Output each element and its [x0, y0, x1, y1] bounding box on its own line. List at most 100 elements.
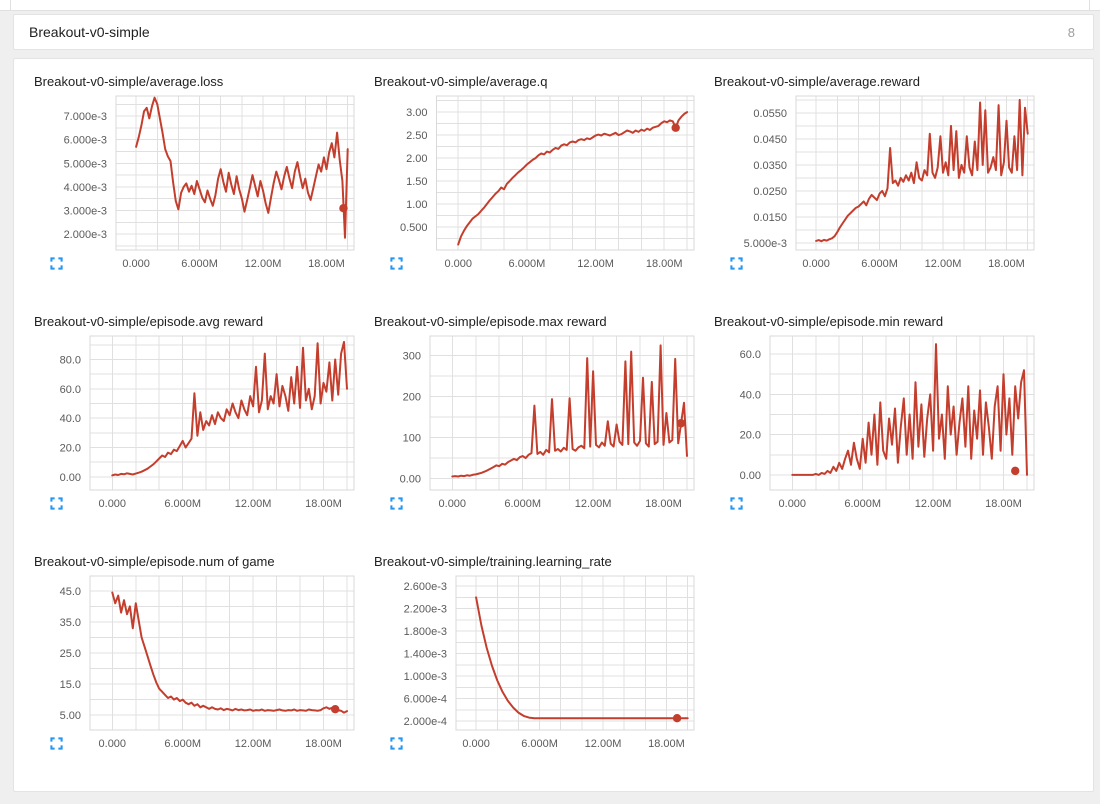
left-panel-divider — [10, 0, 11, 10]
svg-text:0.00: 0.00 — [60, 472, 81, 484]
svg-text:18.00M: 18.00M — [308, 258, 345, 270]
svg-text:12.00M: 12.00M — [925, 258, 962, 270]
svg-text:0.00: 0.00 — [740, 470, 761, 482]
fullscreen-corners-icon — [49, 496, 63, 510]
top-toolbar-edge — [0, 0, 1100, 11]
svg-text:0.0150: 0.0150 — [753, 212, 787, 224]
expand-chart-button[interactable] — [727, 254, 745, 272]
svg-text:20.0: 20.0 — [740, 430, 761, 442]
chart-title: Breakout-v0-simple/episode.avg reward — [34, 314, 264, 329]
chart-card-episode-max-reward: Breakout-v0-simple/episode.max reward 30… — [374, 313, 714, 553]
chart-svg: 80.0 60.0 40.0 20.0 0.00 0.000 6.000M 12.00M 18.… — [60, 335, 355, 510]
svg-text:18.00M: 18.00M — [305, 738, 342, 750]
chart-card-average-reward: Breakout-v0-simple/average.reward 0.0550… — [714, 73, 1054, 313]
chart-count-badge: 8 — [1067, 24, 1075, 40]
line-chart[interactable]: 7.000e-3 6.000e-3 5.000e-3 4.000e-3 3.000e-3… — [34, 90, 374, 276]
fullscreen-corners-icon — [49, 736, 63, 750]
svg-text:6.000M: 6.000M — [181, 258, 218, 270]
svg-text:15.0: 15.0 — [60, 679, 81, 691]
chart-title: Breakout-v0-simple/episode.min reward — [714, 314, 944, 329]
svg-text:18.00M: 18.00M — [988, 258, 1025, 270]
run-group-title: Breakout-v0-simple — [29, 24, 150, 40]
svg-text:3.000e-3: 3.000e-3 — [64, 206, 107, 218]
right-panel-divider — [1089, 0, 1090, 10]
chart-svg: 300 200 100 0.00 0.000 6.000M 12.00M 18.00M — [400, 335, 695, 510]
svg-text:6.000M: 6.000M — [509, 258, 546, 270]
expand-chart-button[interactable] — [387, 494, 405, 512]
svg-text:1.800e-3: 1.800e-3 — [404, 626, 447, 638]
line-chart[interactable]: 2.600e-3 2.200e-3 1.800e-3 1.400e-3 1.000e-3… — [374, 570, 714, 756]
chart-svg: 3.00 2.50 2.00 1.50 1.00 0.500 0.000 6.000M 12.0… — [400, 95, 695, 270]
svg-text:18.00M: 18.00M — [305, 498, 342, 510]
svg-text:2.000e-4: 2.000e-4 — [404, 716, 447, 728]
expand-chart-button[interactable] — [387, 734, 405, 752]
svg-text:1.00: 1.00 — [406, 199, 427, 211]
chart-title: Breakout-v0-simple/average.reward — [714, 74, 920, 89]
line-chart[interactable]: 0.0550 0.0450 0.0350 0.0250 0.0150 5.000e-3 0.… — [714, 90, 1054, 276]
line-chart[interactable]: 3.00 2.50 2.00 1.50 1.00 0.500 0.000 6.000M 12.0… — [374, 90, 714, 276]
expand-chart-button[interactable] — [47, 734, 65, 752]
svg-text:6.000e-3: 6.000e-3 — [64, 135, 107, 147]
svg-text:6.000M: 6.000M — [164, 498, 201, 510]
svg-text:18.00M: 18.00M — [646, 258, 683, 270]
svg-text:12.00M: 12.00M — [235, 498, 272, 510]
svg-text:35.0: 35.0 — [60, 617, 81, 629]
chart-title: Breakout-v0-simple/episode.max reward — [374, 314, 607, 329]
svg-text:6.000M: 6.000M — [861, 258, 898, 270]
chart-card-episode-num-of-game: Breakout-v0-simple/episode.num of game 4… — [34, 553, 374, 793]
svg-text:2.200e-3: 2.200e-3 — [404, 604, 447, 616]
chart-card-episode-min-reward: Breakout-v0-simple/episode.min reward 60… — [714, 313, 1054, 553]
svg-text:1.400e-3: 1.400e-3 — [404, 649, 447, 661]
line-chart[interactable]: 300 200 100 0.00 0.000 6.000M 12.00M 18.00M — [374, 330, 714, 516]
run-group-header[interactable]: Breakout-v0-simple 8 — [13, 14, 1094, 50]
fullscreen-corners-icon — [729, 256, 743, 270]
svg-text:18.00M: 18.00M — [648, 738, 685, 750]
chart-card-average-loss: Breakout-v0-simple/average.loss 7.000e-3… — [34, 73, 374, 313]
chart-svg: 45.0 35.0 25.0 15.0 5.00 0.000 6.000M 12.00M 18.… — [60, 575, 355, 750]
svg-text:2.00: 2.00 — [406, 153, 427, 165]
svg-text:6.000M: 6.000M — [504, 498, 541, 510]
svg-text:1.000e-3: 1.000e-3 — [404, 671, 447, 683]
svg-text:12.00M: 12.00M — [235, 738, 272, 750]
svg-text:4.000e-3: 4.000e-3 — [64, 182, 107, 194]
svg-text:6.000M: 6.000M — [164, 738, 201, 750]
svg-text:0.000: 0.000 — [99, 498, 127, 510]
svg-text:5.000e-3: 5.000e-3 — [64, 158, 107, 170]
svg-text:100: 100 — [403, 433, 421, 445]
fullscreen-corners-icon — [389, 496, 403, 510]
line-chart[interactable]: 45.0 35.0 25.0 15.0 5.00 0.000 6.000M 12.00M 18.… — [34, 570, 374, 756]
svg-text:0.000: 0.000 — [802, 258, 830, 270]
svg-text:200: 200 — [403, 392, 421, 404]
svg-text:18.00M: 18.00M — [985, 498, 1022, 510]
svg-text:0.0250: 0.0250 — [753, 186, 787, 198]
svg-text:60.0: 60.0 — [740, 349, 761, 361]
svg-text:0.000: 0.000 — [99, 738, 127, 750]
line-chart[interactable]: 60.0 40.0 20.0 0.00 0.000 6.000M 12.00M 18.00M — [714, 330, 1054, 516]
svg-text:0.500: 0.500 — [400, 222, 428, 234]
svg-text:3.00: 3.00 — [406, 107, 427, 119]
expand-chart-button[interactable] — [47, 254, 65, 272]
expand-chart-button[interactable] — [387, 254, 405, 272]
svg-text:7.000e-3: 7.000e-3 — [64, 111, 107, 123]
line-chart[interactable]: 80.0 60.0 40.0 20.0 0.00 0.000 6.000M 12.00M 18.… — [34, 330, 374, 516]
svg-text:6.000M: 6.000M — [844, 498, 881, 510]
chart-title: Breakout-v0-simple/average.loss — [34, 74, 224, 89]
chart-svg: 7.000e-3 6.000e-3 5.000e-3 4.000e-3 3.000e-3… — [64, 95, 355, 270]
svg-text:0.00: 0.00 — [400, 474, 421, 486]
chart-card-average-q: Breakout-v0-simple/average.q 3.00 2.50 2.0… — [374, 73, 714, 313]
svg-text:6.000M: 6.000M — [521, 738, 558, 750]
svg-text:0.000: 0.000 — [444, 258, 472, 270]
svg-text:2.50: 2.50 — [406, 130, 427, 142]
expand-chart-button[interactable] — [47, 494, 65, 512]
expand-chart-button[interactable] — [727, 494, 745, 512]
chart-svg: 0.0550 0.0450 0.0350 0.0250 0.0150 5.000e-3 0.… — [744, 95, 1035, 270]
svg-text:12.00M: 12.00M — [575, 498, 612, 510]
svg-text:0.0350: 0.0350 — [753, 160, 787, 172]
svg-text:60.0: 60.0 — [60, 384, 81, 396]
chart-svg: 60.0 40.0 20.0 0.00 0.000 6.000M 12.00M 18.00M — [740, 335, 1035, 510]
chart-card-episode-avg-reward: Breakout-v0-simple/episode.avg reward 80… — [34, 313, 374, 553]
charts-panel: Breakout-v0-simple/average.loss 7.000e-3… — [13, 58, 1094, 792]
svg-text:0.000: 0.000 — [462, 738, 490, 750]
chart-card-training-learning-rate: Breakout-v0-simple/training.learning_rat… — [374, 553, 714, 793]
svg-text:2.600e-3: 2.600e-3 — [404, 581, 447, 593]
